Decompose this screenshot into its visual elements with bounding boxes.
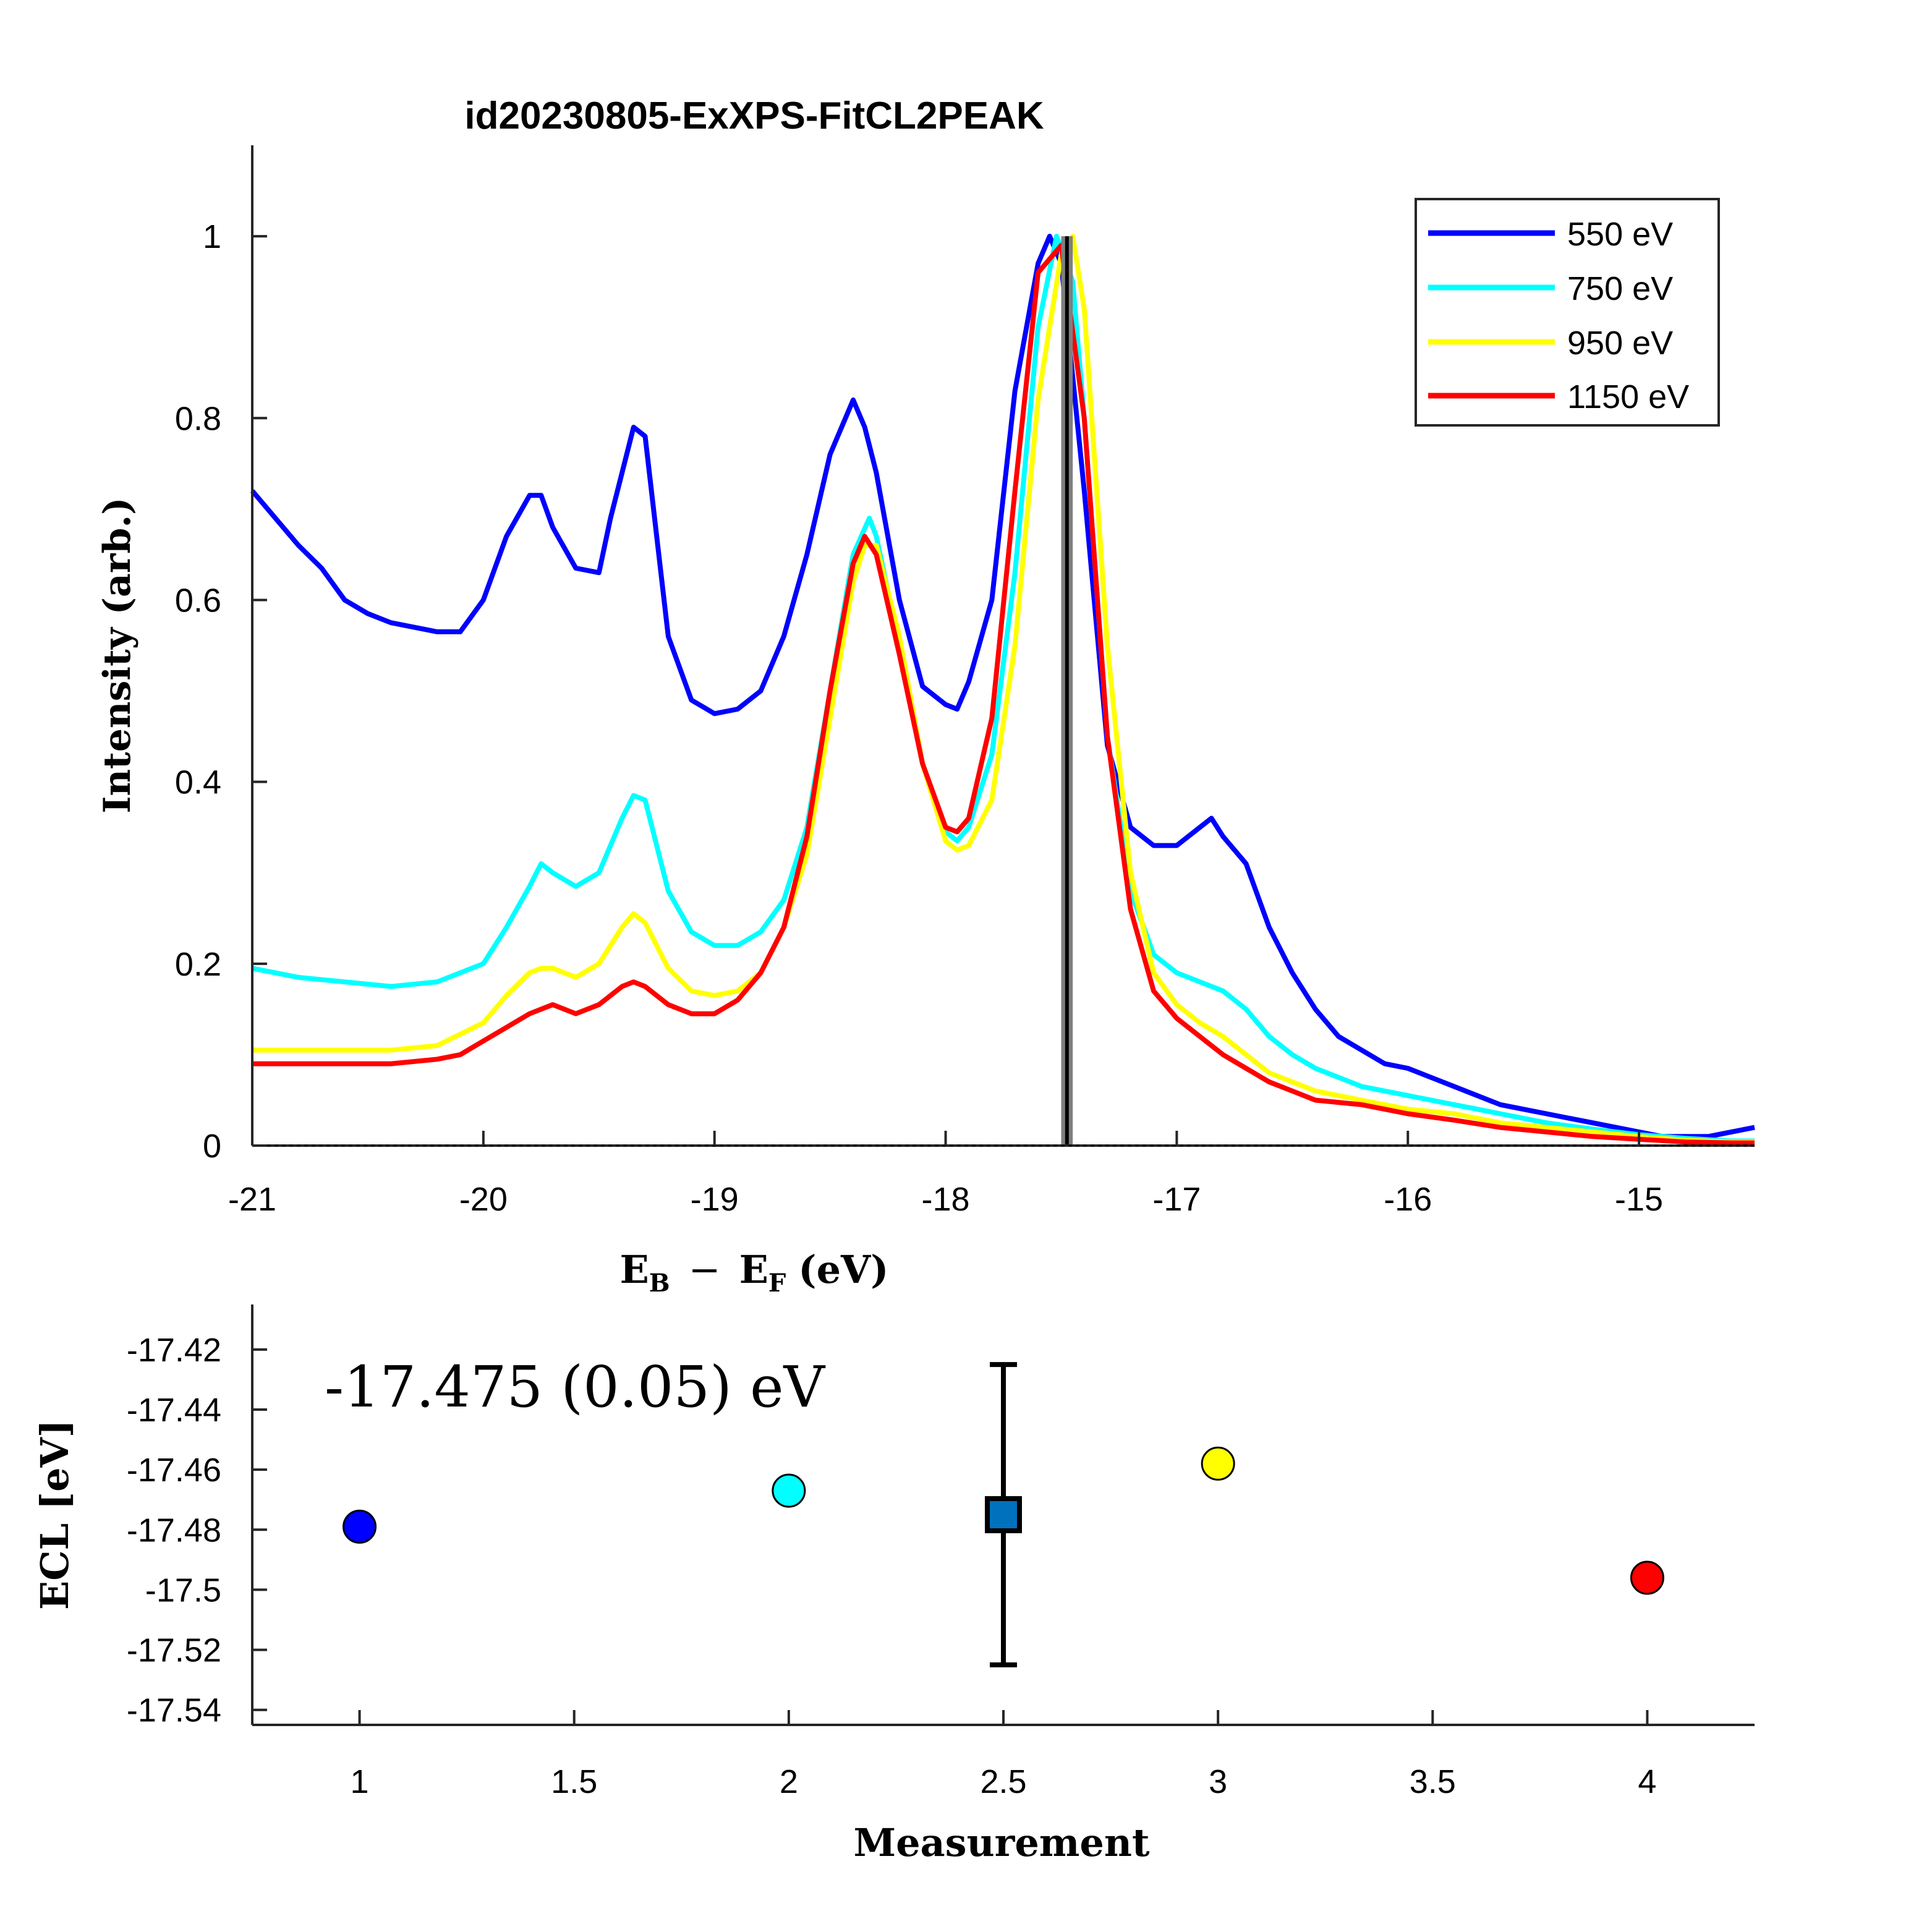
ecl-x-tick-label: 1 xyxy=(351,1763,369,1800)
ecl-y-axis-label: ECL [eV] xyxy=(32,1419,77,1610)
ecl-y-tick-label: -17.44 xyxy=(127,1392,221,1429)
y-tick-label: 0.4 xyxy=(175,764,221,801)
ecl-y-tick-label: -17.54 xyxy=(127,1692,221,1729)
y-axis-label: Intensity (arb.) xyxy=(96,497,139,813)
x-tick-label: -21 xyxy=(228,1181,276,1218)
x-label-minus: − xyxy=(689,1247,721,1292)
x-tick-label: -16 xyxy=(1384,1181,1432,1218)
peak-marker xyxy=(1061,236,1073,1146)
x-axis-label: EB − EF (eV) xyxy=(620,1247,889,1298)
ecl-y-tick-label: -17.52 xyxy=(127,1632,221,1669)
y-tick-label: 0.8 xyxy=(175,400,221,437)
x-tick-label: -15 xyxy=(1615,1181,1663,1218)
ecl-annotation: -17.475 (0.05) eV xyxy=(325,1354,826,1420)
legend-label-550: 550 eV xyxy=(1567,216,1673,253)
measurement-point-2 xyxy=(772,1473,806,1508)
legend-box xyxy=(1415,198,1720,427)
x-label-e1: E xyxy=(620,1247,649,1292)
y-tick-label: 0.2 xyxy=(175,946,221,983)
ecl-x-tick-label: 3.5 xyxy=(1410,1763,1456,1800)
measurement-point-3 xyxy=(1201,1446,1235,1481)
chart-title: id20230805-ExXPS-FitCL2PEAK xyxy=(464,95,1044,137)
ecl-y-tick-label: -17.46 xyxy=(127,1452,221,1489)
series-line-2 xyxy=(252,234,1755,1145)
measurement-point-4 xyxy=(1630,1560,1664,1595)
legend-label-750: 750 eV xyxy=(1567,270,1673,307)
ecl-x-tick-label: 4 xyxy=(1638,1763,1656,1800)
ecl-x-tick-label: 1.5 xyxy=(551,1763,597,1800)
x-tick-label: -18 xyxy=(922,1181,970,1218)
x-tick-label: -17 xyxy=(1152,1181,1201,1218)
spectrum-axes: -21 -20 -19 -18 -17 -16 -15 0 0.2 0.4 0.6 0.8 1 xyxy=(175,145,1755,1218)
y-tick-label: 0.6 xyxy=(175,582,221,619)
ecl-points-group xyxy=(343,1362,1664,1667)
ecl-x-tick-label: 2.5 xyxy=(980,1763,1026,1800)
spectrum-chart: id20230805-ExXPS-FitCL2PEAK -21 -20 -19 -18… xyxy=(96,95,1755,1298)
x-label-unit: (eV) xyxy=(798,1247,888,1292)
ecl-y-tick-label: -17.5 xyxy=(145,1572,221,1609)
ecl-axes: 1 1.5 2 2.5 3 3.5 4 -17.42 -17.44 -17.46 -17.48 -17… xyxy=(127,1304,1755,1800)
ecl-y-tick-label: -17.42 xyxy=(127,1332,221,1369)
ecl-x-tick-label: 2 xyxy=(780,1763,798,1800)
legend-label-1150: 1150 eV xyxy=(1567,378,1689,415)
mean-marker xyxy=(985,1496,1022,1533)
legend: 550 eV 750 eV 950 eV 1150 eV xyxy=(1415,198,1720,427)
legend-label-950: 950 eV xyxy=(1567,325,1673,362)
x-tick-label: -20 xyxy=(459,1181,508,1218)
spectrum-series-group xyxy=(250,234,1755,1146)
x-label-e2: E xyxy=(739,1247,768,1292)
x-label-sub-f: F xyxy=(768,1269,786,1298)
x-label-sub-b: B xyxy=(649,1269,670,1298)
ecl-x-axis-label: Measurement xyxy=(853,1820,1149,1865)
y-tick-label: 0 xyxy=(203,1128,221,1165)
ecl-chart: 1 1.5 2 2.5 3 3.5 4 -17.42 -17.44 -17.46 -17.48 -17… xyxy=(32,1304,1755,1865)
series-line-1 xyxy=(252,234,1755,1144)
y-tick-label: 1 xyxy=(203,218,221,255)
ecl-x-tick-label: 3 xyxy=(1209,1763,1227,1800)
series-line-0 xyxy=(250,234,1755,1139)
measurement-point-1 xyxy=(343,1509,377,1544)
ecl-y-tick-label: -17.48 xyxy=(127,1512,221,1549)
x-tick-label: -19 xyxy=(691,1181,739,1218)
series-line-3 xyxy=(252,242,1755,1146)
